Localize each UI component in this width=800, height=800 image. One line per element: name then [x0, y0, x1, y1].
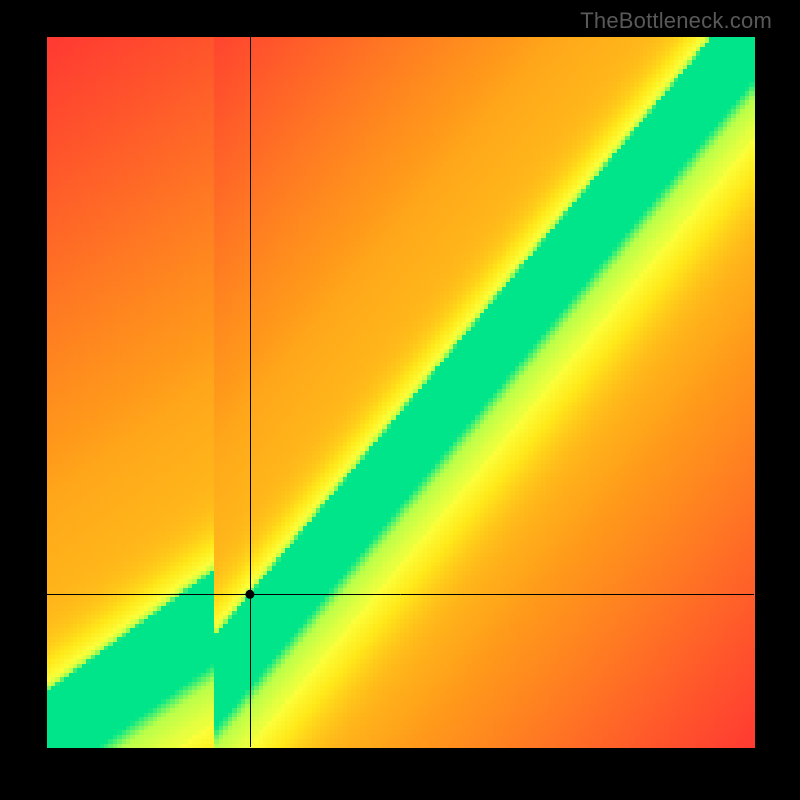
bottleneck-heatmap [0, 0, 800, 800]
watermark-text: TheBottleneck.com [580, 8, 772, 34]
